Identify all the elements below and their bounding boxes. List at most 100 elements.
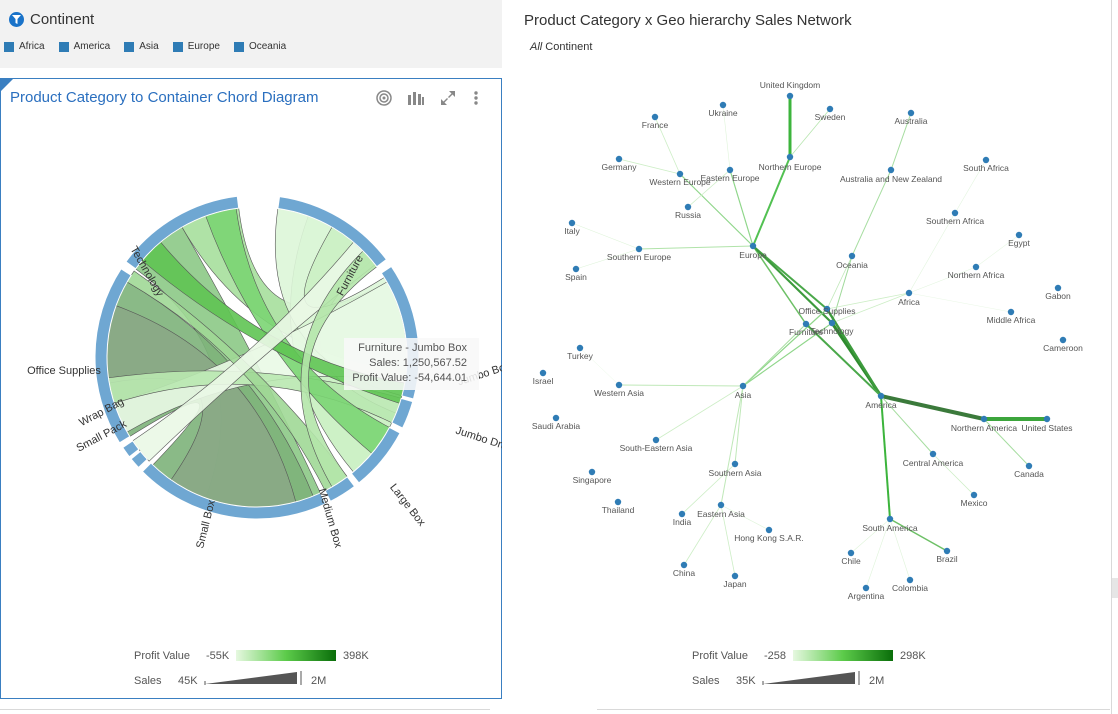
network-node[interactable]	[731, 572, 739, 580]
network-node[interactable]	[588, 468, 596, 476]
network-node[interactable]	[847, 549, 855, 557]
network-edge[interactable]	[954, 159, 987, 214]
network-node[interactable]	[765, 526, 773, 534]
network-node[interactable]	[828, 319, 836, 327]
network-node[interactable]	[1007, 308, 1015, 316]
network-node[interactable]	[739, 382, 747, 390]
network-edge[interactable]	[742, 308, 828, 387]
network-node[interactable]	[651, 113, 659, 121]
scrollbar-track[interactable]	[1111, 0, 1112, 714]
network-edge[interactable]	[880, 395, 934, 455]
network-edge[interactable]	[752, 245, 807, 325]
network-node[interactable]	[1015, 231, 1023, 239]
network-node[interactable]	[802, 320, 810, 328]
network-edge[interactable]	[679, 173, 754, 247]
target-icon[interactable]	[375, 89, 395, 107]
network-node[interactable]	[568, 219, 576, 227]
network-node[interactable]	[906, 576, 914, 584]
network-node[interactable]	[982, 156, 990, 164]
legend-item-europe[interactable]: Europe	[172, 41, 220, 52]
network-node[interactable]	[552, 414, 560, 422]
network-node[interactable]	[980, 415, 988, 423]
network-edge[interactable]	[826, 255, 853, 310]
network-node[interactable]	[862, 584, 870, 592]
legend-item-america[interactable]: America	[58, 41, 110, 52]
network-edge[interactable]	[851, 169, 892, 257]
scrollbar-thumb[interactable]	[1112, 578, 1118, 598]
network-edge[interactable]	[890, 112, 912, 171]
network-node[interactable]	[731, 460, 739, 468]
network-node[interactable]	[877, 392, 885, 400]
network-node[interactable]	[749, 242, 757, 250]
network-edge[interactable]	[889, 518, 948, 552]
network-node[interactable]	[1059, 336, 1067, 344]
chord-arc-furniture[interactable]	[277, 196, 388, 268]
network-edge[interactable]	[789, 108, 831, 158]
network-edge[interactable]	[908, 212, 956, 294]
chord-arc-jumbo-drum[interactable]	[391, 397, 414, 429]
filter-icon[interactable]	[9, 12, 24, 27]
breadcrumb-all[interactable]: All	[530, 41, 543, 53]
network-edge[interactable]	[654, 116, 681, 175]
network-node[interactable]	[684, 203, 692, 211]
network-edge[interactable]	[805, 323, 882, 397]
legend-item-oceania[interactable]: Oceania	[233, 41, 286, 52]
network-node[interactable]	[1043, 415, 1051, 423]
network-node[interactable]	[951, 209, 959, 217]
network-node[interactable]	[680, 561, 688, 569]
network-edge[interactable]	[865, 518, 891, 589]
network-edge[interactable]	[579, 347, 620, 386]
network-node[interactable]	[826, 105, 834, 113]
network-edge[interactable]	[831, 255, 853, 324]
network-edge[interactable]	[825, 308, 883, 397]
network-node[interactable]	[717, 501, 725, 509]
network-node[interactable]	[943, 547, 951, 555]
network-node[interactable]	[972, 263, 980, 271]
network-node[interactable]	[726, 166, 734, 174]
bar-chart-icon[interactable]	[407, 89, 427, 107]
network-node[interactable]	[1025, 462, 1033, 470]
network-edge[interactable]	[880, 394, 985, 421]
network-edge[interactable]	[889, 518, 911, 581]
network-node[interactable]	[905, 289, 913, 297]
network-node[interactable]	[615, 381, 623, 389]
network-node[interactable]	[576, 344, 584, 352]
network-node[interactable]	[1054, 284, 1062, 292]
expand-icon[interactable]	[439, 89, 459, 107]
network-edge[interactable]	[752, 156, 791, 247]
network-node[interactable]	[572, 265, 580, 273]
network-node[interactable]	[887, 166, 895, 174]
network-edge[interactable]	[908, 292, 1012, 313]
network-edge[interactable]	[908, 266, 977, 294]
network-edge[interactable]	[880, 395, 891, 520]
network-node[interactable]	[615, 155, 623, 163]
network-edge[interactable]	[831, 292, 910, 324]
chord-arc-technology[interactable]	[125, 195, 240, 270]
network-edge[interactable]	[742, 323, 807, 387]
network-node[interactable]	[652, 436, 660, 444]
network-edge[interactable]	[575, 248, 640, 270]
network-edge[interactable]	[618, 384, 744, 387]
network-edge[interactable]	[720, 385, 744, 506]
network-edge[interactable]	[655, 385, 744, 441]
network-edge[interactable]	[618, 158, 681, 175]
network-node[interactable]	[929, 450, 937, 458]
network-node[interactable]	[970, 491, 978, 499]
chord-arc-medium-box[interactable]	[324, 476, 356, 503]
network-node[interactable]	[719, 101, 727, 109]
network-edge[interactable]	[932, 453, 975, 496]
network-edge[interactable]	[722, 104, 731, 171]
network-edge[interactable]	[683, 504, 722, 566]
network-edge[interactable]	[734, 385, 744, 465]
network-node[interactable]	[786, 92, 794, 100]
network-edge[interactable]	[681, 463, 736, 515]
legend-item-asia[interactable]: Asia	[124, 41, 159, 52]
network-edge[interactable]	[729, 169, 754, 247]
network-edge[interactable]	[687, 169, 731, 208]
network-edge[interactable]	[975, 234, 1020, 268]
network-edge[interactable]	[850, 518, 891, 554]
chord-arc-office-supplies[interactable]	[94, 268, 132, 444]
network-edge[interactable]	[571, 222, 640, 250]
network-node[interactable]	[786, 153, 794, 161]
legend-item-africa[interactable]: Africa	[4, 41, 45, 52]
